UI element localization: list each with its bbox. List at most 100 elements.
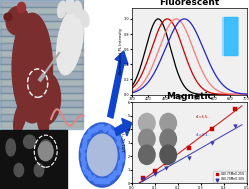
- Circle shape: [79, 123, 125, 187]
- Circle shape: [118, 161, 122, 166]
- Circle shape: [83, 144, 86, 149]
- Bar: [0, 0, 83, 7]
- Bar: [0, 50, 83, 57]
- Circle shape: [81, 157, 85, 162]
- Y-axis label: Normalized PL Intensity: Normalized PL Intensity: [119, 28, 123, 74]
- Y-axis label: 1/T1 (s⁻¹): 1/T1 (s⁻¹): [123, 133, 127, 152]
- Text: r1=4.3...: r1=4.3...: [196, 133, 212, 137]
- Circle shape: [109, 176, 112, 181]
- Circle shape: [117, 141, 121, 146]
- Ellipse shape: [6, 139, 15, 156]
- Point: [141, 178, 145, 181]
- Point: [153, 170, 157, 173]
- Circle shape: [84, 169, 88, 174]
- Circle shape: [82, 165, 86, 170]
- Circle shape: [100, 179, 104, 184]
- Ellipse shape: [58, 1, 66, 18]
- Ellipse shape: [4, 13, 12, 21]
- Circle shape: [107, 179, 110, 184]
- Circle shape: [107, 125, 110, 130]
- Title: Magnetic: Magnetic: [166, 92, 213, 101]
- Ellipse shape: [38, 142, 53, 161]
- Ellipse shape: [6, 7, 29, 35]
- Circle shape: [120, 148, 123, 153]
- Circle shape: [138, 145, 155, 164]
- Bar: [0, 121, 83, 129]
- Bar: [0, 14, 83, 21]
- Circle shape: [89, 175, 92, 180]
- Ellipse shape: [31, 72, 61, 125]
- Circle shape: [87, 134, 117, 176]
- Ellipse shape: [37, 106, 49, 136]
- Circle shape: [95, 127, 98, 132]
- Point: [187, 156, 191, 159]
- Ellipse shape: [14, 101, 27, 133]
- Bar: [0, 71, 83, 79]
- Ellipse shape: [24, 135, 36, 148]
- Circle shape: [112, 174, 115, 179]
- Circle shape: [120, 153, 124, 157]
- Circle shape: [109, 129, 112, 134]
- Circle shape: [121, 157, 124, 162]
- Circle shape: [103, 179, 107, 184]
- Bar: [1, 2, 82, 127]
- Point: [210, 128, 214, 131]
- Circle shape: [118, 165, 122, 170]
- Circle shape: [120, 144, 123, 149]
- Ellipse shape: [17, 2, 26, 13]
- Ellipse shape: [14, 163, 24, 177]
- Circle shape: [160, 129, 177, 149]
- FancyArrow shape: [115, 119, 132, 136]
- Bar: [0, 64, 83, 71]
- Bar: [0, 7, 83, 14]
- Bar: [223, 17, 238, 55]
- Circle shape: [80, 148, 84, 153]
- Legend: Cd0.75Mn0.25S, Cd0.70Mn0.30S: Cd0.75Mn0.25S, Cd0.70Mn0.30S: [213, 171, 246, 182]
- Bar: [0, 43, 83, 50]
- Circle shape: [160, 113, 177, 133]
- Circle shape: [87, 133, 90, 138]
- Title: Fluorescent: Fluorescent: [159, 0, 219, 7]
- Bar: [224, 17, 237, 55]
- Point: [164, 167, 168, 170]
- Circle shape: [82, 153, 85, 157]
- Circle shape: [117, 136, 120, 141]
- Circle shape: [117, 169, 121, 174]
- Bar: [0, 114, 83, 121]
- Bar: [0, 36, 83, 43]
- Bar: [0, 107, 83, 114]
- Circle shape: [114, 133, 118, 138]
- Circle shape: [97, 125, 101, 130]
- Circle shape: [88, 129, 92, 134]
- Ellipse shape: [66, 0, 74, 14]
- Ellipse shape: [74, 1, 82, 18]
- Ellipse shape: [34, 163, 44, 177]
- Circle shape: [160, 145, 177, 164]
- Bar: [0, 86, 83, 93]
- Bar: [0, 93, 83, 100]
- Circle shape: [138, 129, 155, 149]
- X-axis label: Wavelength(nm): Wavelength(nm): [172, 101, 206, 105]
- Text: r1=6.5...: r1=6.5...: [196, 115, 212, 119]
- Bar: [0, 100, 83, 107]
- Circle shape: [92, 176, 95, 181]
- Point: [187, 147, 191, 150]
- Circle shape: [100, 124, 104, 129]
- Ellipse shape: [12, 13, 53, 123]
- Point: [210, 141, 214, 144]
- Bar: [0, 79, 83, 86]
- Circle shape: [98, 178, 101, 183]
- Bar: [0, 21, 83, 29]
- Circle shape: [87, 171, 91, 176]
- Ellipse shape: [80, 11, 89, 27]
- Bar: [0, 57, 83, 64]
- Circle shape: [82, 161, 86, 166]
- Point: [153, 172, 157, 175]
- Circle shape: [83, 140, 86, 145]
- Circle shape: [138, 113, 155, 133]
- Point: [233, 125, 237, 128]
- FancyArrow shape: [108, 51, 128, 118]
- Bar: [0, 29, 83, 36]
- Ellipse shape: [14, 57, 24, 94]
- Circle shape: [103, 127, 107, 132]
